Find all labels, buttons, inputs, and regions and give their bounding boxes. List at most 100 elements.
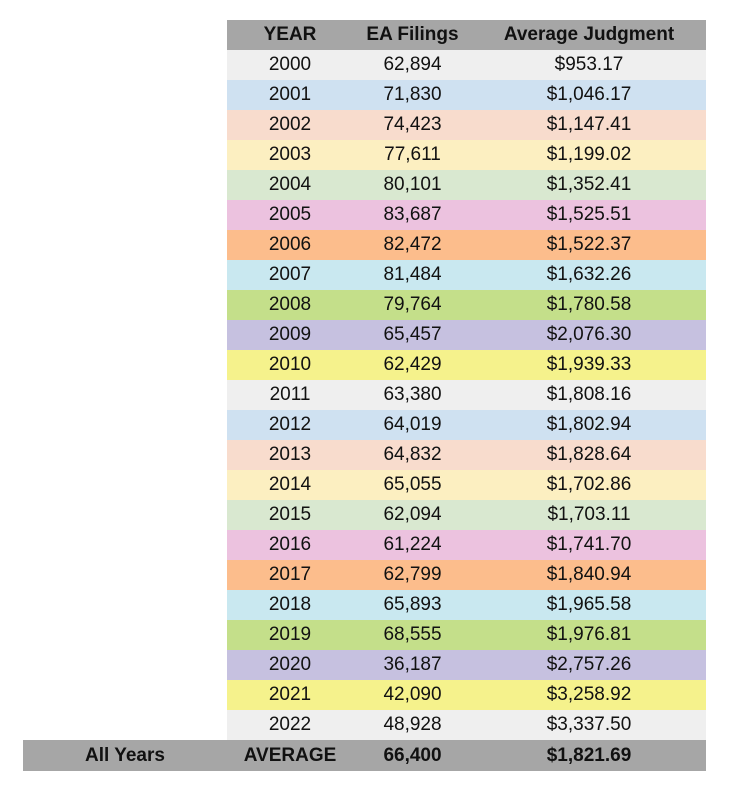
- cell-average-judgment: $1,352.41: [546, 174, 632, 195]
- cell-year: 2022: [268, 714, 312, 735]
- table-row: 2018 65,893 $1,965.58: [23, 590, 706, 620]
- cell-ea-filings: 65,893: [383, 594, 442, 615]
- cell-average-judgment: $1,802.94: [546, 414, 632, 435]
- cell-year: 2021: [268, 684, 312, 705]
- cell-average-judgment: $3,258.92: [546, 684, 632, 705]
- cell-average-judgment: $1,702.86: [546, 474, 632, 495]
- table-row: 2006 82,472 $1,522.37: [23, 230, 706, 260]
- cell-year: 2015: [268, 504, 312, 525]
- cell-ea-filings: 81,484: [383, 264, 442, 285]
- cell-ea-filings: 71,830: [383, 84, 442, 105]
- header-ea-filings: EA Filings: [353, 20, 472, 50]
- cell-average-judgment: $1,828.64: [546, 444, 632, 465]
- table-row: 2004 80,101 $1,352.41: [23, 170, 706, 200]
- cell-ea-filings: 65,457: [383, 324, 442, 345]
- cell-year: 2000: [268, 54, 312, 75]
- table-row: 2002 74,423 $1,147.41: [23, 110, 706, 140]
- row-band: 2019 68,555 $1,976.81: [227, 620, 706, 650]
- row-spacer: [23, 470, 227, 500]
- row-band: 2000 62,894 $953.17: [227, 50, 706, 80]
- cell-average-judgment: $953.17: [554, 54, 624, 75]
- cell-year: 2011: [269, 384, 311, 405]
- table-row: 2016 61,224 $1,741.70: [23, 530, 706, 560]
- data-table: YEAR EA Filings Average Judgment 2000 62,…: [23, 20, 706, 771]
- cell-average-judgment: $1,046.17: [546, 84, 632, 105]
- row-spacer: [23, 110, 227, 140]
- header-spacer: [23, 20, 227, 50]
- table-row: 2000 62,894 $953.17: [23, 50, 706, 80]
- cell-average-judgment: $1,965.58: [546, 594, 632, 615]
- cell-average-judgment: $1,741.70: [546, 534, 632, 555]
- cell-average-judgment: $1,840.94: [546, 564, 632, 585]
- row-spacer: [23, 350, 227, 380]
- cell-ea-filings: 62,094: [383, 504, 442, 525]
- table-row: 2021 42,090 $3,258.92: [23, 680, 706, 710]
- table-row: 2009 65,457 $2,076.30: [23, 320, 706, 350]
- cell-average-judgment: $1,632.26: [546, 264, 632, 285]
- cell-year: 2005: [268, 204, 312, 225]
- row-band: 2004 80,101 $1,352.41: [227, 170, 706, 200]
- cell-year: 2007: [268, 264, 312, 285]
- cell-year: 2017: [268, 564, 312, 585]
- cell-year: 2006: [268, 234, 312, 255]
- cell-ea-filings: 63,380: [383, 384, 442, 405]
- cell-year: 2001: [268, 84, 312, 105]
- cell-average-judgment: $2,757.26: [546, 654, 632, 675]
- table-row: 2010 62,429 $1,939.33: [23, 350, 706, 380]
- cell-ea-filings: 80,101: [383, 174, 442, 195]
- row-band: 2012 64,019 $1,802.94: [227, 410, 706, 440]
- table-row: 2019 68,555 $1,976.81: [23, 620, 706, 650]
- row-band: 2017 62,799 $1,840.94: [227, 560, 706, 590]
- table-row: 2005 83,687 $1,525.51: [23, 200, 706, 230]
- row-band: 2002 74,423 $1,147.41: [227, 110, 706, 140]
- row-spacer: [23, 320, 227, 350]
- row-spacer: [23, 200, 227, 230]
- header-year: YEAR: [227, 20, 353, 50]
- cell-ea-filings: 82,472: [383, 234, 442, 255]
- table-row: 2015 62,094 $1,703.11: [23, 500, 706, 530]
- table-row: 2022 48,928 $3,337.50: [23, 710, 706, 740]
- row-band: 2015 62,094 $1,703.11: [227, 500, 706, 530]
- row-band: 2009 65,457 $2,076.30: [227, 320, 706, 350]
- table-row: 2001 71,830 $1,046.17: [23, 80, 706, 110]
- footer-average-judgment: $1,821.69: [546, 745, 632, 766]
- row-band: 2011 63,380 $1,808.16: [227, 380, 706, 410]
- cell-average-judgment: $3,337.50: [546, 714, 632, 735]
- cell-year: 2004: [268, 174, 312, 195]
- table-row: 2008 79,764 $1,780.58: [23, 290, 706, 320]
- cell-ea-filings: 36,187: [383, 654, 442, 675]
- row-spacer: [23, 80, 227, 110]
- cell-ea-filings: 77,611: [384, 144, 441, 165]
- footer-average-label: AVERAGE: [243, 745, 337, 766]
- cell-average-judgment: $1,703.11: [547, 504, 631, 525]
- table-row: 2014 65,055 $1,702.86: [23, 470, 706, 500]
- cell-ea-filings: 68,555: [383, 624, 442, 645]
- table-row: 2003 77,611 $1,199.02: [23, 140, 706, 170]
- cell-ea-filings: 62,894: [383, 54, 442, 75]
- row-band: 2006 82,472 $1,522.37: [227, 230, 706, 260]
- cell-year: 2008: [268, 294, 312, 315]
- cell-year: 2010: [268, 354, 312, 375]
- row-spacer: [23, 140, 227, 170]
- row-spacer: [23, 260, 227, 290]
- row-spacer: [23, 590, 227, 620]
- row-spacer: [23, 500, 227, 530]
- row-band: 2014 65,055 $1,702.86: [227, 470, 706, 500]
- table-row: 2007 81,484 $1,632.26: [23, 260, 706, 290]
- cell-year: 2018: [268, 594, 312, 615]
- table-body: 2000 62,894 $953.17 2001 71,830 $1,046.17 2002…: [23, 50, 706, 740]
- row-band: 2013 64,832 $1,828.64: [227, 440, 706, 470]
- row-band: 2016 61,224 $1,741.70: [227, 530, 706, 560]
- cell-year: 2020: [268, 654, 312, 675]
- row-band: 2021 42,090 $3,258.92: [227, 680, 706, 710]
- cell-year: 2016: [268, 534, 312, 555]
- row-spacer: [23, 710, 227, 740]
- row-spacer: [23, 50, 227, 80]
- row-spacer: [23, 620, 227, 650]
- cell-ea-filings: 61,224: [383, 534, 442, 555]
- row-spacer: [23, 680, 227, 710]
- cell-ea-filings: 79,764: [383, 294, 442, 315]
- row-spacer: [23, 650, 227, 680]
- cell-average-judgment: $1,976.81: [546, 624, 632, 645]
- cell-average-judgment: $1,780.58: [546, 294, 632, 315]
